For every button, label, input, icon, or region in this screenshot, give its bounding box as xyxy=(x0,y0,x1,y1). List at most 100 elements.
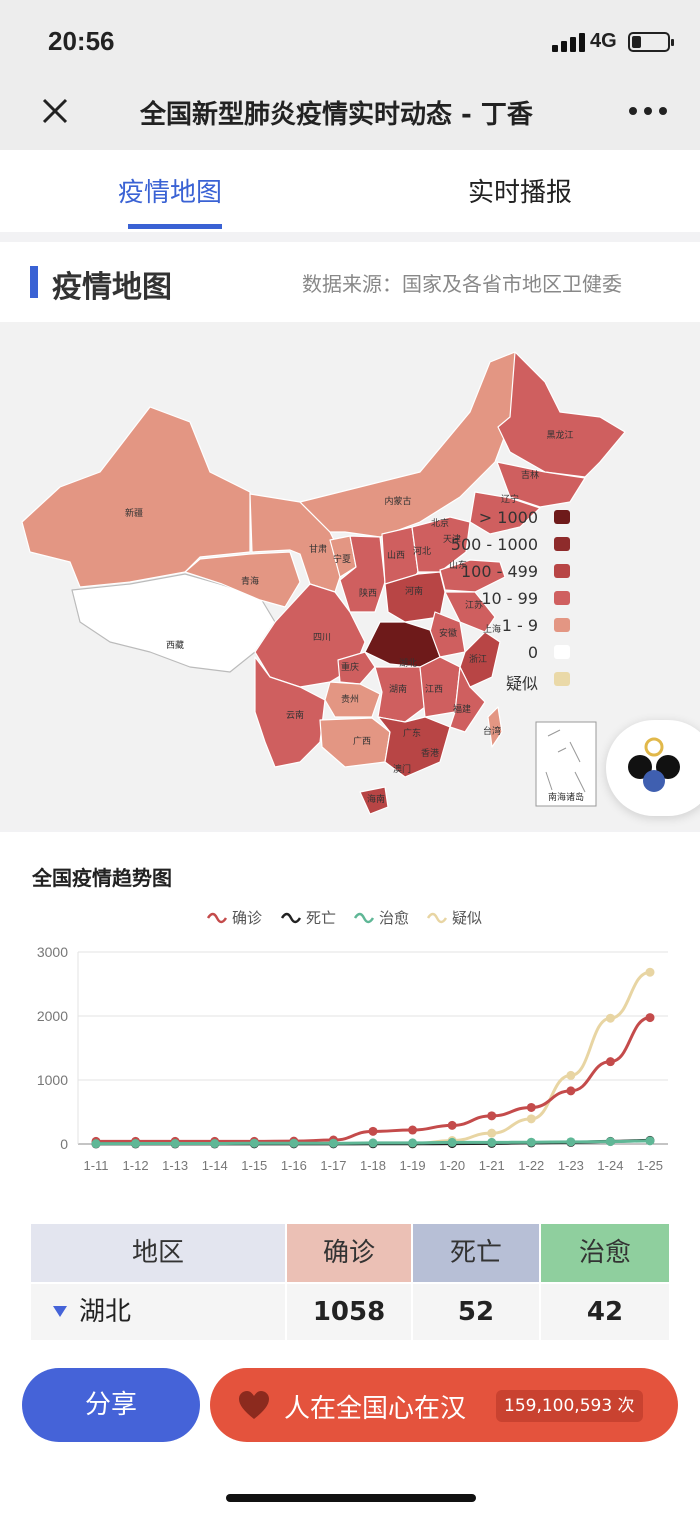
nav-bar: 全国新型肺炎疫情实时动态 - 丁香 xyxy=(0,80,700,150)
province-shaanxi xyxy=(339,535,386,613)
province-label: 青海 xyxy=(241,575,259,586)
province-label: 福建 xyxy=(453,703,471,714)
data-point xyxy=(368,1126,378,1136)
heart-icon xyxy=(239,1391,269,1419)
data-source: 数据来源：国家及各省市地区卫健委 xyxy=(302,272,622,296)
legend-marker xyxy=(353,912,375,924)
data-point xyxy=(526,1137,536,1147)
section-header: 疫情地图 数据来源：国家及各省市地区卫健委 xyxy=(0,242,700,322)
x-tick-label: 1-12 xyxy=(123,1158,149,1173)
header-deaths[interactable]: 死亡 xyxy=(413,1224,539,1282)
section-accent-bar xyxy=(30,266,38,298)
province-label: 上海 xyxy=(483,623,501,634)
x-tick-label: 1-23 xyxy=(558,1158,584,1173)
floating-action-button[interactable] xyxy=(606,720,700,816)
cured-value: 42 xyxy=(541,1284,669,1340)
data-point xyxy=(645,967,655,977)
province-label: 河南 xyxy=(405,585,423,596)
data-point xyxy=(605,1057,615,1067)
data-point xyxy=(645,1013,655,1023)
province-heilongjiang xyxy=(497,351,626,478)
data-point xyxy=(170,1139,180,1149)
province-yunnan xyxy=(254,656,326,768)
data-point xyxy=(645,1136,655,1146)
header-confirmed[interactable]: 确诊 xyxy=(287,1224,411,1282)
series-line xyxy=(96,1016,651,1143)
y-tick-label: 2000 xyxy=(37,1008,68,1024)
x-tick-label: 1-19 xyxy=(400,1158,426,1173)
province-label: 香港 xyxy=(421,747,439,758)
data-point xyxy=(566,1086,576,1096)
clock: 20:56 xyxy=(48,26,115,56)
x-tick-label: 1-17 xyxy=(320,1158,346,1173)
legend-label: 治愈 xyxy=(379,910,409,927)
province-label: 四川 xyxy=(313,632,331,642)
home-indicator[interactable] xyxy=(226,1494,476,1502)
legend-label: 死亡 xyxy=(306,910,336,927)
province-label: 台湾 xyxy=(483,725,501,736)
data-point xyxy=(289,1138,299,1148)
province-hainan xyxy=(359,786,389,815)
data-point xyxy=(526,1114,536,1124)
province-label: 重庆 xyxy=(341,661,359,672)
province-label: 贵州 xyxy=(341,693,359,704)
province-label: 辽宁 xyxy=(501,493,519,504)
signal-icon xyxy=(552,33,585,52)
data-point xyxy=(566,1070,576,1080)
data-point xyxy=(566,1137,576,1147)
header-cured[interactable]: 治愈 xyxy=(541,1224,669,1282)
epidemic-map[interactable]: 新疆 西藏 青海 甘肃 内蒙古 宁夏 陕西 山西 河北 北京 天津 辽宁 吉林 黑龙江 山东 河南 江苏 安徽 湖北… xyxy=(0,322,700,830)
more-icon[interactable] xyxy=(628,106,668,116)
region-name: 湖北 xyxy=(79,1297,132,1327)
y-tick-label: 3000 xyxy=(37,944,68,960)
header-region[interactable]: 地区 xyxy=(31,1224,285,1282)
province-label: 新疆 xyxy=(125,507,143,518)
province-label: 西藏 xyxy=(166,639,184,650)
trend-chart[interactable]: 确诊 死亡 治愈 疑似 0 1000 2000 3000 1-11 1-12 1-13 1-14 1-1… xyxy=(0,832,700,1212)
legend-marker xyxy=(206,912,228,924)
province-label: 内蒙古 xyxy=(384,495,411,506)
y-tick-label: 0 xyxy=(60,1136,68,1152)
deaths-value: 52 xyxy=(413,1284,539,1340)
legend-marker xyxy=(426,912,448,924)
bottom-action-bar: 分享 人在全国心在汉 159,100,593 次 xyxy=(0,1352,700,1515)
province-jilin xyxy=(496,461,586,508)
legend-marker xyxy=(280,912,302,924)
province-label: 山西 xyxy=(387,550,405,560)
province-anhui xyxy=(429,611,466,658)
province-jiangsu xyxy=(444,591,496,633)
x-tick-label: 1-20 xyxy=(439,1158,465,1173)
x-tick-label: 1-18 xyxy=(360,1158,386,1173)
x-tick-label: 1-14 xyxy=(202,1158,228,1173)
province-label: 黑龙江 xyxy=(546,429,573,440)
x-tick-label: 1-21 xyxy=(479,1158,505,1173)
data-point xyxy=(408,1125,418,1135)
south-china-sea-inset: 南海诸岛 xyxy=(535,721,597,807)
data-point xyxy=(447,1137,457,1147)
province-label: 江苏 xyxy=(465,599,483,610)
province-label: 河北 xyxy=(413,545,431,556)
province-label: 甘肃 xyxy=(309,543,327,554)
tab-bar: 疫情地图 实时播报 xyxy=(0,150,700,232)
data-point xyxy=(210,1139,220,1149)
data-point xyxy=(91,1139,101,1149)
legend-label: 确诊 xyxy=(232,910,262,927)
share-button[interactable]: 分享 xyxy=(22,1368,200,1442)
confirmed-value: 1058 xyxy=(287,1284,411,1340)
x-tick-label: 1-11 xyxy=(83,1158,108,1173)
close-icon[interactable] xyxy=(38,94,72,128)
support-count: 159,100,593 次 xyxy=(496,1390,643,1422)
tab-epidemic-map[interactable]: 疫情地图 xyxy=(118,178,223,208)
expand-triangle-icon[interactable] xyxy=(53,1306,67,1318)
legend-label: 疑似 xyxy=(452,910,482,927)
data-point xyxy=(447,1120,457,1130)
province-label: 北京 xyxy=(431,517,449,528)
province-label: 海南 xyxy=(367,793,385,804)
tab-live-news[interactable]: 实时播报 xyxy=(468,178,573,208)
support-button[interactable]: 人在全国心在汉 159,100,593 次 xyxy=(210,1368,678,1442)
data-point xyxy=(487,1137,497,1147)
inset-label: 南海诸岛 xyxy=(548,791,584,802)
data-point xyxy=(249,1138,259,1148)
table-row-region[interactable]: 湖北 xyxy=(31,1284,285,1340)
